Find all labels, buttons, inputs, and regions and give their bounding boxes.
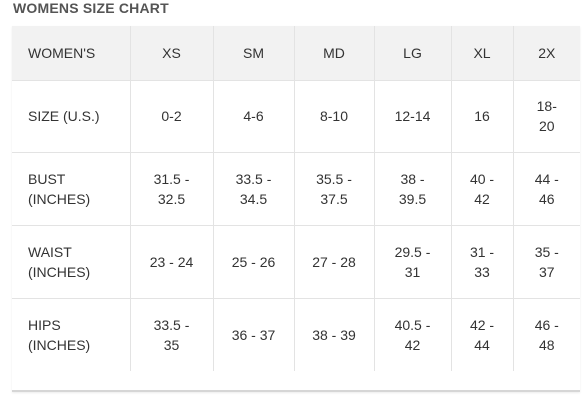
- cell-line: 31 -: [469, 243, 495, 260]
- table-cell: 40 - 42: [451, 152, 514, 225]
- table-cell: 36 - 37: [213, 298, 295, 371]
- table-cell: 18- 20: [513, 80, 580, 152]
- table-cell: 33.5 - 35: [130, 298, 214, 371]
- cell-line: 25 - 26: [231, 253, 276, 270]
- table-cell: 8-10: [294, 80, 375, 152]
- table-cell: 23 - 24: [130, 225, 214, 298]
- cell-line: 31: [404, 263, 421, 280]
- table-cell: 16: [451, 80, 514, 152]
- cell-line: 31.5 -: [153, 170, 190, 187]
- table-cell: 12-14: [374, 80, 452, 152]
- cell-line: 35 -: [534, 243, 559, 260]
- table-cell: 40.5 - 42: [374, 298, 452, 371]
- cell-line: 44 -: [534, 170, 559, 187]
- row-label-line: (INCHES): [28, 263, 91, 280]
- cell-line: 42 -: [469, 316, 495, 333]
- column-header-lg: LG: [374, 26, 452, 80]
- table-cell: 38 - 39: [294, 298, 375, 371]
- table-row: SIZE (U.S.) 0-2 4-6 8-10 12-14 16 18- 20: [12, 80, 580, 152]
- cell-line: 23 - 24: [149, 253, 194, 270]
- row-label-line: (INCHES): [28, 336, 91, 353]
- size-chart-card: WOMEN'S XS SM MD LG XL 2X SIZE (U.S.) 0-…: [12, 26, 580, 392]
- table-cell: 25 - 26: [213, 225, 295, 298]
- row-label-line: SIZE (U.S.): [28, 108, 100, 124]
- table-cell: 46 - 48: [513, 298, 580, 371]
- cell-line: 42: [404, 336, 421, 353]
- cell-line: 33.5 -: [235, 170, 272, 187]
- row-label-hips: HIPS (INCHES): [12, 298, 131, 371]
- row-label-line: BUST: [28, 170, 66, 187]
- size-chart-table: WOMEN'S XS SM MD LG XL 2X SIZE (U.S.) 0-…: [12, 26, 580, 371]
- cell-line: 33: [474, 263, 490, 280]
- cell-line: 35.5 -: [316, 170, 352, 187]
- cell-line: 20: [538, 118, 555, 134]
- cell-line: 32.5: [157, 190, 186, 207]
- cell-line: 0-2: [161, 108, 182, 124]
- column-header-md: MD: [294, 26, 375, 80]
- column-header-womens: WOMEN'S: [12, 26, 131, 80]
- cell-line: 40 -: [469, 170, 495, 187]
- table-cell: 38 - 39.5: [374, 152, 452, 225]
- column-header-xl: XL: [451, 26, 514, 80]
- cell-line: 37.5: [320, 190, 348, 207]
- table-cell: 29.5 - 31: [374, 225, 452, 298]
- table-cell: 4-6: [213, 80, 295, 152]
- table-row: HIPS (INCHES) 33.5 - 35 36 - 37 38 - 39 40…: [12, 298, 580, 371]
- table-row: WAIST (INCHES) 23 - 24 25 - 26 27 - 28 29…: [12, 225, 580, 298]
- row-label-size: SIZE (U.S.): [12, 80, 131, 152]
- cell-line: 16: [474, 108, 490, 124]
- table-cell: 31.5 - 32.5: [130, 152, 214, 225]
- cell-line: 8-10: [319, 108, 349, 124]
- table-cell: 33.5 - 34.5: [213, 152, 295, 225]
- table-cell: 0-2: [130, 80, 214, 152]
- table-cell: 31 - 33: [451, 225, 514, 298]
- cell-line: 18-: [536, 98, 557, 114]
- column-header-sm: SM: [213, 26, 295, 80]
- table-row: BUST (INCHES) 31.5 - 32.5 33.5 - 34.5 35.5 …: [12, 152, 580, 225]
- row-label-bust: BUST (INCHES): [12, 152, 131, 225]
- row-label-waist: WAIST (INCHES): [12, 225, 131, 298]
- page-title: WOMENS SIZE CHART: [13, 0, 169, 16]
- cell-line: 38 -: [400, 170, 425, 187]
- cell-line: 36 - 37: [231, 326, 276, 343]
- cell-line: 33.5 -: [153, 316, 190, 333]
- cell-line: 37: [538, 263, 555, 280]
- column-header-2x: 2X: [538, 44, 556, 61]
- cell-line: 4-6: [243, 108, 264, 124]
- cell-line: 46: [538, 190, 555, 207]
- cell-line: 34.5: [239, 190, 268, 207]
- table-cell: 35.5 - 37.5: [294, 152, 375, 225]
- table-cell: 27 - 28: [294, 225, 375, 298]
- cell-line: 48: [538, 336, 555, 353]
- row-label-line: HIPS: [28, 316, 61, 333]
- cell-line: 12-14: [394, 108, 431, 124]
- cell-line: 42: [474, 190, 490, 207]
- cell-line: 40.5 -: [394, 316, 431, 333]
- cell-line: 29.5 -: [394, 243, 431, 260]
- row-label-line: (INCHES): [28, 190, 91, 207]
- cell-line: 38 - 39: [312, 326, 356, 343]
- table-cell: 44 - 46: [513, 152, 580, 225]
- table-cell: 35 - 37: [513, 225, 580, 298]
- row-label-line: WAIST: [28, 243, 72, 260]
- column-header-xs: XS: [130, 26, 214, 80]
- table-header-row: WOMEN'S XS SM MD LG XL 2X: [12, 26, 580, 80]
- cell-line: 44: [474, 336, 490, 353]
- cell-line: 46 -: [534, 316, 559, 333]
- cell-line: 39.5: [398, 190, 427, 207]
- cell-line: 27 - 28: [312, 253, 356, 270]
- cell-line: 35: [163, 336, 180, 353]
- table-cell: 42 - 44: [451, 298, 514, 371]
